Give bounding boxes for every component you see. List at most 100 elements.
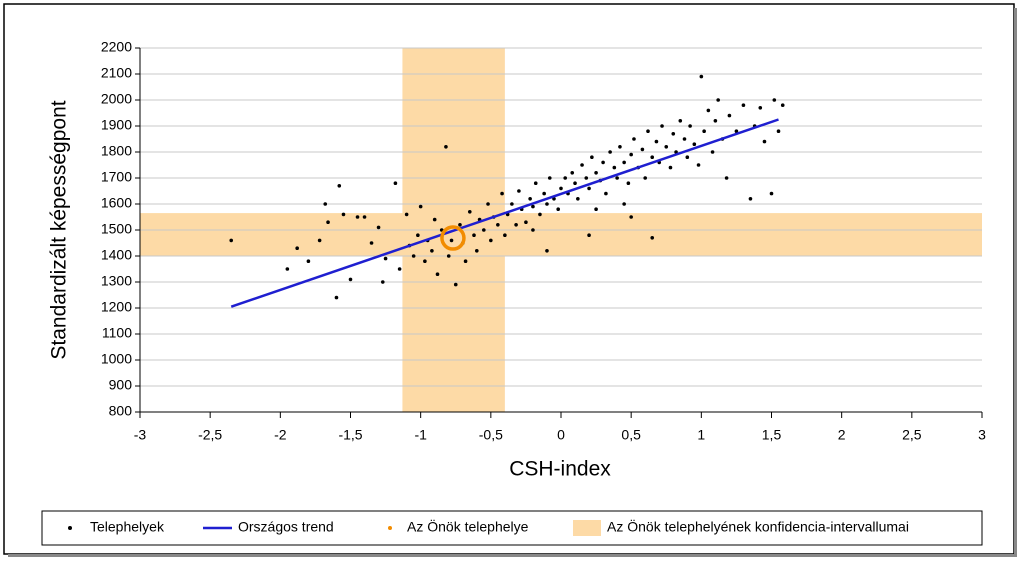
point xyxy=(514,223,518,227)
point xyxy=(650,155,655,159)
point xyxy=(654,139,659,144)
point xyxy=(556,207,560,211)
point xyxy=(418,204,423,209)
point xyxy=(734,129,739,133)
point xyxy=(559,186,563,191)
point xyxy=(528,197,532,201)
point xyxy=(587,186,591,191)
point xyxy=(643,176,647,180)
point xyxy=(348,277,353,282)
y-tick-label: 2100 xyxy=(101,65,132,81)
point xyxy=(713,119,718,123)
point xyxy=(323,202,328,206)
x-tick-label: -3 xyxy=(134,427,147,443)
legend-label: Országos trend xyxy=(238,519,334,535)
y-tick-label: 900 xyxy=(109,377,133,393)
legend-label: Az Önök telephelye xyxy=(407,518,529,535)
point xyxy=(762,139,767,144)
y-tick-label: 2200 xyxy=(101,39,132,55)
legend-marker xyxy=(388,526,392,530)
x-tick-label: 2,5 xyxy=(902,427,922,443)
point xyxy=(355,215,360,219)
point xyxy=(692,142,697,146)
point xyxy=(671,132,676,136)
point xyxy=(615,176,619,180)
legend-swatch xyxy=(573,520,601,536)
x-tick-label: 3 xyxy=(978,427,986,443)
point xyxy=(524,220,528,224)
point xyxy=(678,119,683,123)
point xyxy=(584,176,589,180)
x-tick-label: 1 xyxy=(697,427,705,443)
trend-line xyxy=(230,118,779,308)
x-tick-label: -2 xyxy=(274,427,287,443)
point xyxy=(769,191,774,196)
x-tick-label: -1 xyxy=(414,427,427,443)
point xyxy=(500,191,504,196)
point xyxy=(404,212,409,217)
x-tick-label: 0 xyxy=(557,427,565,443)
point xyxy=(748,197,753,201)
point xyxy=(510,202,514,206)
point xyxy=(467,210,472,214)
x-tick-label: -0,5 xyxy=(479,427,503,443)
point xyxy=(640,147,645,152)
point xyxy=(229,238,234,243)
legend-label: Az Önök telephelyének konfidencia-interv… xyxy=(607,518,909,535)
point xyxy=(517,189,521,193)
point xyxy=(716,98,720,102)
point xyxy=(706,108,711,113)
point xyxy=(306,259,311,264)
point xyxy=(668,165,673,170)
point xyxy=(446,254,451,258)
point xyxy=(482,228,486,232)
point xyxy=(337,184,342,188)
y-tick-label: 2000 xyxy=(101,91,132,107)
point xyxy=(724,176,729,180)
point xyxy=(776,129,781,133)
x-tick-label: 0,5 xyxy=(621,427,641,443)
point xyxy=(780,103,785,107)
point xyxy=(590,155,594,159)
point xyxy=(423,259,427,264)
point xyxy=(430,249,434,253)
x-tick-label: -1,5 xyxy=(338,427,362,443)
point xyxy=(489,238,493,243)
point xyxy=(699,74,704,79)
point xyxy=(397,267,402,271)
point xyxy=(618,145,622,149)
plot-area: 800 900 1000 1100 1200 1300 1400 1500 1600 1700 18… xyxy=(101,39,986,443)
y-tick-label: 1600 xyxy=(101,195,132,211)
point xyxy=(710,150,715,154)
legend-label: Telephelyek xyxy=(90,519,165,535)
legend-marker xyxy=(68,526,72,530)
point xyxy=(688,124,692,128)
point xyxy=(416,233,420,237)
point xyxy=(362,215,367,219)
y-tick-label: 1000 xyxy=(101,351,132,367)
point xyxy=(660,124,664,128)
point xyxy=(601,160,605,165)
point xyxy=(542,191,546,196)
point xyxy=(545,202,549,206)
y-axis-label: Standardizált képességpont xyxy=(48,100,71,359)
point xyxy=(646,129,650,133)
point xyxy=(629,152,633,157)
point xyxy=(393,181,398,185)
y-tick-label: 1500 xyxy=(101,221,132,237)
frame-shadow xyxy=(1014,8,1017,557)
point xyxy=(570,171,575,175)
point xyxy=(682,137,687,141)
point xyxy=(411,254,416,258)
point xyxy=(486,202,490,206)
point xyxy=(285,267,290,271)
point xyxy=(758,106,763,110)
point xyxy=(533,181,538,185)
point xyxy=(685,155,690,159)
point xyxy=(503,233,507,237)
x-tick-label: -2,5 xyxy=(198,427,222,443)
point xyxy=(432,217,437,222)
y-tick-label: 1900 xyxy=(101,117,132,133)
point xyxy=(531,228,535,232)
